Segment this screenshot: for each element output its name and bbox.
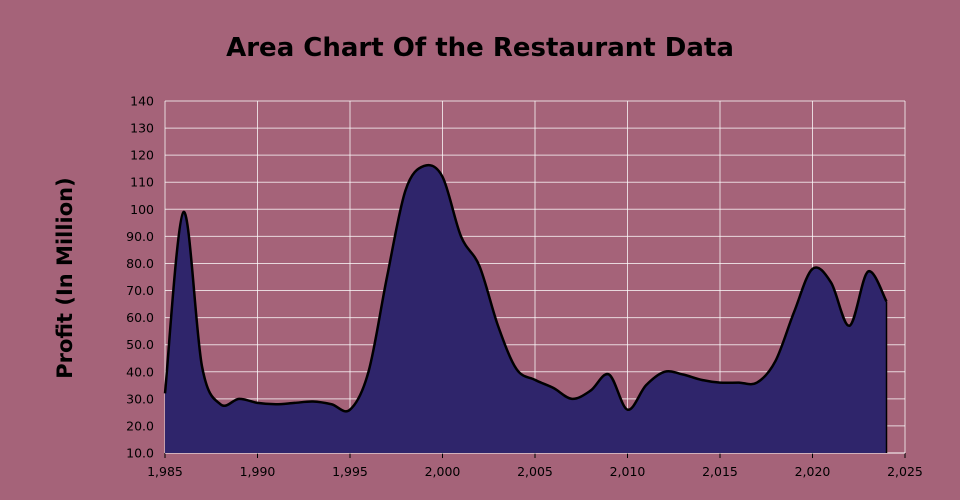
x-tick-label: 1,995: [332, 464, 368, 479]
profit-area: [165, 165, 887, 453]
y-tick-label: 50.0: [126, 337, 154, 352]
x-tick-label: 2,015: [702, 464, 738, 479]
x-tick-label: 2,005: [517, 464, 553, 479]
y-tick-labels: 10.0 20.0 30.0 40.0 50.0 60.0 70.0 80.0 90.0 100 1…: [126, 94, 154, 461]
y-axis-label: Profit (In Million): [53, 177, 77, 378]
y-tick-label: 110: [130, 175, 154, 190]
x-tick-label: 2,010: [610, 464, 646, 479]
x-tick-label: 2,000: [425, 464, 461, 479]
x-tick-label: 1,985: [147, 464, 183, 479]
y-tick-label: 80.0: [126, 256, 154, 271]
x-tick-labels: 1,985 1,990 1,995 2,000 2,005 2,010 2,015 2,020…: [147, 464, 923, 479]
x-tick-label: 2,025: [887, 464, 923, 479]
y-tick-label: 140: [130, 94, 154, 109]
y-tick-label: 60.0: [126, 310, 154, 325]
chart-title: Area Chart Of the Restaurant Data: [226, 33, 734, 63]
y-tick-label: 10.0: [126, 446, 154, 461]
y-tick-label: 130: [130, 121, 154, 136]
y-tick-label: 90.0: [126, 229, 154, 244]
y-tick-label: 100: [130, 202, 154, 217]
y-tick-label: 120: [130, 148, 154, 163]
x-tick-label: 1,990: [240, 464, 276, 479]
y-tick-label: 70.0: [126, 283, 154, 298]
profit-line: [163, 163, 888, 413]
y-tick-label: 30.0: [126, 391, 154, 406]
y-tick-label: 40.0: [126, 364, 154, 379]
x-tick-label: 2,020: [795, 464, 831, 479]
plot-area: [163, 163, 888, 453]
y-tick-label: 20.0: [126, 418, 154, 433]
